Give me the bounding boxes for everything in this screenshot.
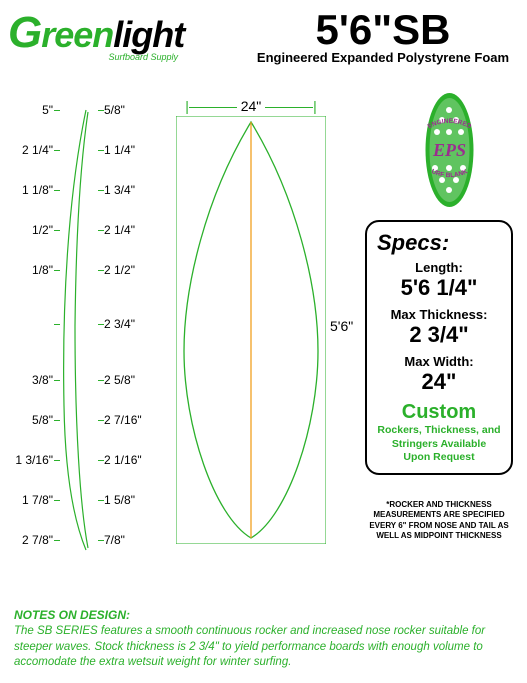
thickness-measure: 7/8" xyxy=(104,533,125,547)
rocker-measure: 5" xyxy=(42,103,53,117)
thickness-measure: 5/8" xyxy=(104,103,125,117)
spec-length-value: 5'6 1/4" xyxy=(377,275,501,301)
rocker-measure: 1/8" xyxy=(32,263,53,277)
measurement-footnote: *ROCKER AND THICKNESS MEASUREMENTS ARE S… xyxy=(365,500,513,542)
design-notes: NOTES ON DESIGN: The SB SERIES features … xyxy=(14,608,513,671)
thickness-measure: 2 1/16" xyxy=(104,453,142,467)
logo-letter-g: G xyxy=(8,8,41,57)
rocker-measure: 1/2" xyxy=(32,223,53,237)
thickness-measure: 2 7/16" xyxy=(104,413,142,427)
thickness-measure: 2 5/8" xyxy=(104,373,135,387)
length-dimension-label: 5'6" xyxy=(330,318,353,334)
rocker-measure: 2 7/8" xyxy=(22,533,53,547)
product-title-block: 5'6"SB Engineered Expanded Polystyrene F… xyxy=(253,6,513,65)
logo-reen: reen xyxy=(41,14,113,55)
eps-badge-icon: ENGINEERED SURF BLANKS EPS xyxy=(422,90,477,210)
rocker-profile-icon xyxy=(56,106,100,556)
thickness-measure: 1 1/4" xyxy=(104,143,135,157)
width-value: 24" xyxy=(241,98,262,114)
thickness-measure: 1 3/4" xyxy=(104,183,135,197)
thickness-measure: 2 3/4" xyxy=(104,317,135,331)
notes-body: The SB SERIES features a smooth continuo… xyxy=(14,624,513,671)
notes-heading: NOTES ON DESIGN: xyxy=(14,608,513,622)
custom-heading: Custom xyxy=(377,401,501,424)
spec-length-label: Length: xyxy=(377,260,501,275)
thickness-measure: 2 1/2" xyxy=(104,263,135,277)
spec-thickness-value: 2 3/4" xyxy=(377,322,501,348)
blank-diagram: 5" 2 1/4" 1 1/8" 1/2" 1/8" 3/8" 5/8" 1 3/16" 1 7… xyxy=(8,92,358,582)
spec-width-label: Max Width: xyxy=(377,354,501,369)
rocker-measure: 1 3/16" xyxy=(15,453,53,467)
specs-heading: Specs: xyxy=(377,230,501,256)
eps-mid-text: EPS xyxy=(432,140,466,160)
board-outline-icon xyxy=(176,116,326,544)
thickness-measure: 1 5/8" xyxy=(104,493,135,507)
spec-thickness-label: Max Thickness: xyxy=(377,307,501,322)
rocker-measure: 2 1/4" xyxy=(22,143,53,157)
logo-text: Greenlight xyxy=(8,8,198,58)
specs-panel: Specs: Length: 5'6 1/4" Max Thickness: 2… xyxy=(365,220,513,475)
product-material: Engineered Expanded Polystyrene Foam xyxy=(253,50,513,65)
spec-width-value: 24" xyxy=(377,369,501,395)
width-dimension-label: | 24" | xyxy=(176,98,326,114)
logo-light: light xyxy=(113,14,184,55)
rocker-measure: 1 7/8" xyxy=(22,493,53,507)
rocker-measure: 5/8" xyxy=(32,413,53,427)
rocker-measure: 3/8" xyxy=(32,373,53,387)
rocker-measure: 1 1/8" xyxy=(22,183,53,197)
custom-text: Rockers, Thickness, and Stringers Availa… xyxy=(377,424,501,465)
thickness-measure: 2 1/4" xyxy=(104,223,135,237)
product-model: 5'6"SB xyxy=(253,6,513,54)
brand-logo: Greenlight Surfboard Supply xyxy=(8,8,198,62)
